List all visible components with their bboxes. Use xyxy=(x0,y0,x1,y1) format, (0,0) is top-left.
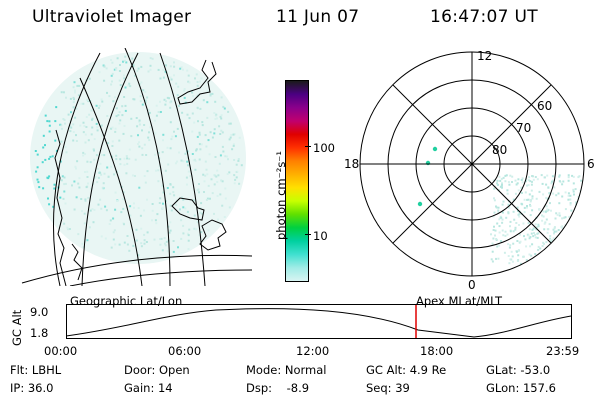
param-glat: GLat: -53.0 xyxy=(486,363,551,377)
colorbar-unit-label: photon cm⁻²s⁻¹ xyxy=(274,151,288,240)
mlt-label-6: 6 xyxy=(587,157,595,171)
coastline xyxy=(199,219,227,251)
coastline xyxy=(177,59,217,105)
lat-label-60: 60 xyxy=(537,99,552,113)
coastline xyxy=(71,243,83,281)
timeline-frame xyxy=(66,304,572,339)
coastline xyxy=(171,197,205,221)
param-glon: GLon: 157.6 xyxy=(486,381,556,395)
param-seq: Seq: 39 xyxy=(366,381,410,395)
longitude-line xyxy=(81,52,139,286)
param-flt: Flt: LBHL xyxy=(10,363,62,377)
mlt-line-diag xyxy=(392,84,552,244)
time-tick-1200: 12:00 xyxy=(296,344,330,358)
latitude-line xyxy=(69,269,252,286)
geographic-map xyxy=(21,48,252,286)
time-tick-0000: 00:00 xyxy=(44,344,78,358)
altitude-timeline xyxy=(66,304,572,339)
mlt-label-18: 18 xyxy=(344,157,359,171)
colorbar-tick-100: 100 xyxy=(313,141,335,155)
colorbar-tick-mark xyxy=(305,146,311,147)
timeline-axis-title: GC Alt xyxy=(10,309,24,346)
latitude-line xyxy=(21,254,252,284)
app-title: Ultraviolet Imager xyxy=(32,7,192,27)
colorbar xyxy=(285,80,309,282)
polar-plot: 12 18 6 0 60 70 80 xyxy=(344,49,595,292)
longitude-line xyxy=(53,52,101,286)
mlt-label-12: 12 xyxy=(477,49,492,63)
param-mode: Mode: Normal xyxy=(246,363,327,377)
param-ip: IP: 36.0 xyxy=(10,381,54,395)
lat-label-80: 80 xyxy=(492,143,507,157)
param-door: Door: Open xyxy=(124,363,190,377)
colorbar-tick-10: 10 xyxy=(313,229,328,243)
time-tick-1800: 18:00 xyxy=(420,344,454,358)
colorbar-gradient xyxy=(286,81,308,281)
image-footprint xyxy=(30,52,246,264)
date-label: 11 Jun 07 xyxy=(276,7,360,27)
param-gcalt: GC Alt: 4.9 Re xyxy=(366,363,447,377)
longitude-line xyxy=(79,77,143,286)
longitude-line xyxy=(159,52,206,286)
time-tick-2359: 23:59 xyxy=(546,344,580,358)
time-label: 16:47:07 UT xyxy=(430,7,538,27)
altitude-curve xyxy=(66,308,572,338)
time-tick-0600: 06:00 xyxy=(168,344,202,358)
param-dsp: Dsp: -8.9 xyxy=(246,381,310,395)
param-gain: Gain: 14 xyxy=(124,381,173,395)
colorbar-tick-mark xyxy=(305,234,311,235)
coastline xyxy=(54,129,67,286)
lat-label-70: 70 xyxy=(516,121,531,135)
timeline-ymax: 9.0 xyxy=(30,305,49,319)
timeline-ymin: 1.8 xyxy=(30,326,49,340)
mlt-label-0: 0 xyxy=(468,278,476,292)
